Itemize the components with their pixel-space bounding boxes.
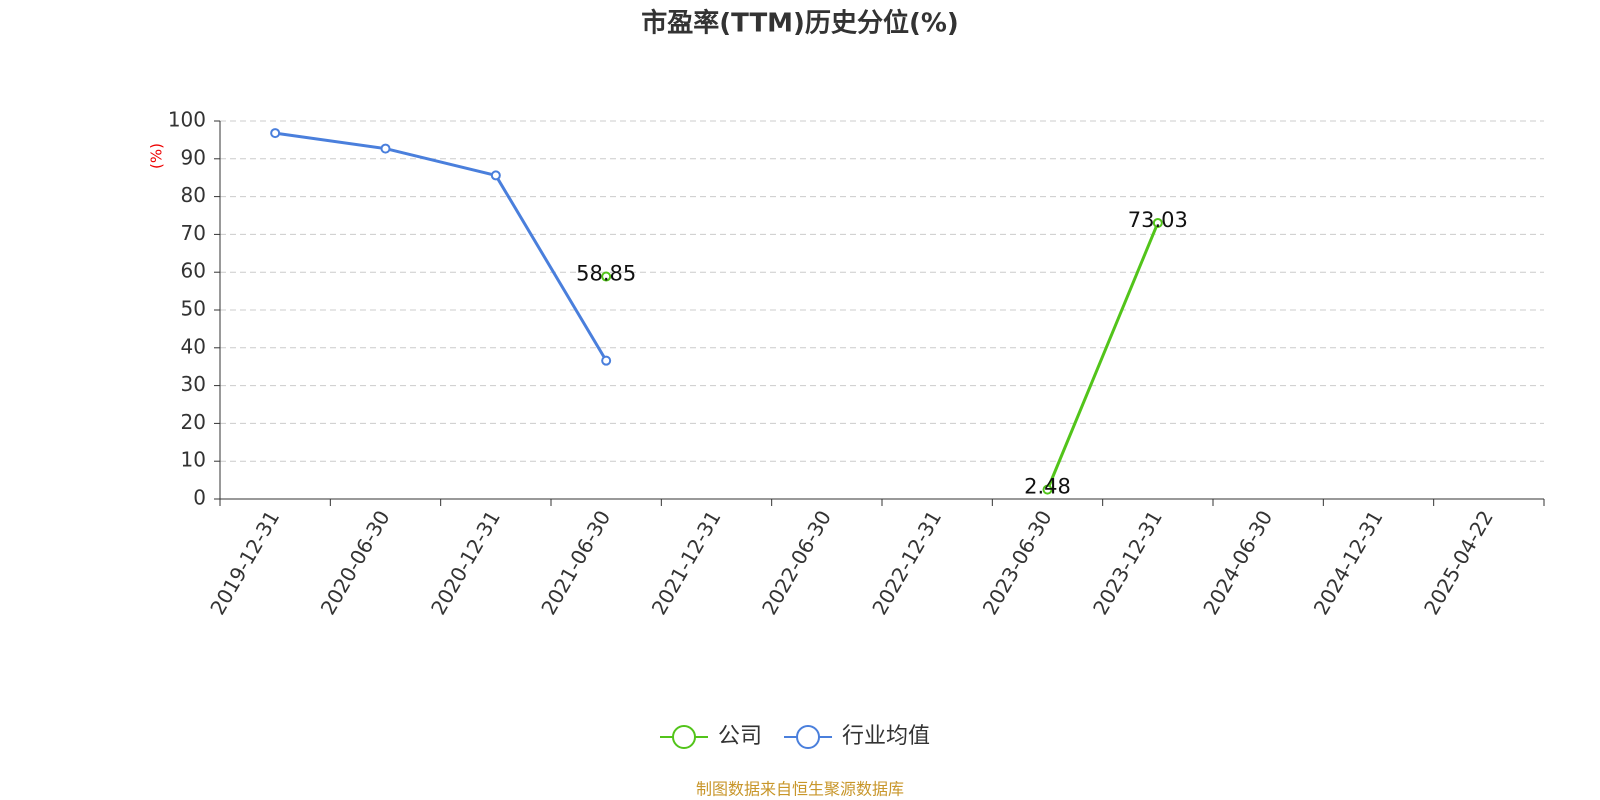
- series-line: [274, 131, 608, 362]
- y-tick-label: 60: [181, 259, 206, 283]
- x-tick-label: 2025-04-22: [1419, 506, 1498, 619]
- y-tick-label: 0: [193, 486, 206, 510]
- x-tick-label: 2024-12-31: [1309, 506, 1388, 619]
- x-tick-label: 2020-12-31: [426, 506, 505, 619]
- x-tick-label: 2023-12-31: [1088, 506, 1167, 619]
- data-label: 2.48: [1024, 475, 1071, 499]
- y-axis-label: (%): [148, 143, 166, 169]
- source-note: 制图数据来自恒生聚源数据库: [696, 780, 904, 799]
- legend-item[interactable]: 行业均值: [784, 724, 930, 749]
- legend-label: 行业均值: [842, 724, 930, 749]
- data-point: [380, 143, 391, 154]
- legend-label: 公司: [718, 724, 762, 749]
- y-tick-label: 70: [181, 221, 206, 245]
- data-point: [601, 355, 612, 366]
- x-tick-label: 2019-12-31: [205, 506, 284, 619]
- x-tick-label: 2021-12-31: [647, 506, 726, 619]
- data-point: [270, 128, 281, 139]
- legend-marker: [672, 725, 696, 749]
- x-tick-label: 2024-06-30: [1198, 506, 1277, 619]
- y-tick-label: 10: [181, 448, 206, 472]
- data-label: 73.03: [1128, 208, 1188, 232]
- data-point: [490, 170, 501, 181]
- data-point: [1152, 217, 1163, 228]
- data-label: 58.85: [576, 262, 636, 286]
- chart-title: 市盈率(TTM)历史分位(%): [641, 8, 959, 39]
- x-tick-label: 2022-12-31: [867, 506, 946, 619]
- y-tick-label: 90: [181, 145, 206, 169]
- data-point: [1042, 484, 1053, 495]
- x-tick-label: 2021-06-30: [536, 506, 615, 619]
- legend-item[interactable]: 公司: [660, 724, 762, 749]
- y-tick-label: 20: [181, 410, 206, 434]
- data-point: [601, 271, 612, 282]
- y-tick-label: 40: [181, 334, 206, 358]
- x-tick-label: 2023-06-30: [978, 506, 1057, 619]
- legend-marker: [796, 725, 821, 749]
- y-tick-label: 50: [181, 297, 206, 321]
- series-line: [1046, 222, 1160, 491]
- y-tick-label: 100: [168, 108, 206, 132]
- y-tick-label: 80: [181, 183, 206, 207]
- y-tick-label: 30: [181, 372, 206, 396]
- x-tick-label: 2022-06-30: [757, 506, 836, 619]
- x-tick-label: 2020-06-30: [316, 506, 395, 619]
